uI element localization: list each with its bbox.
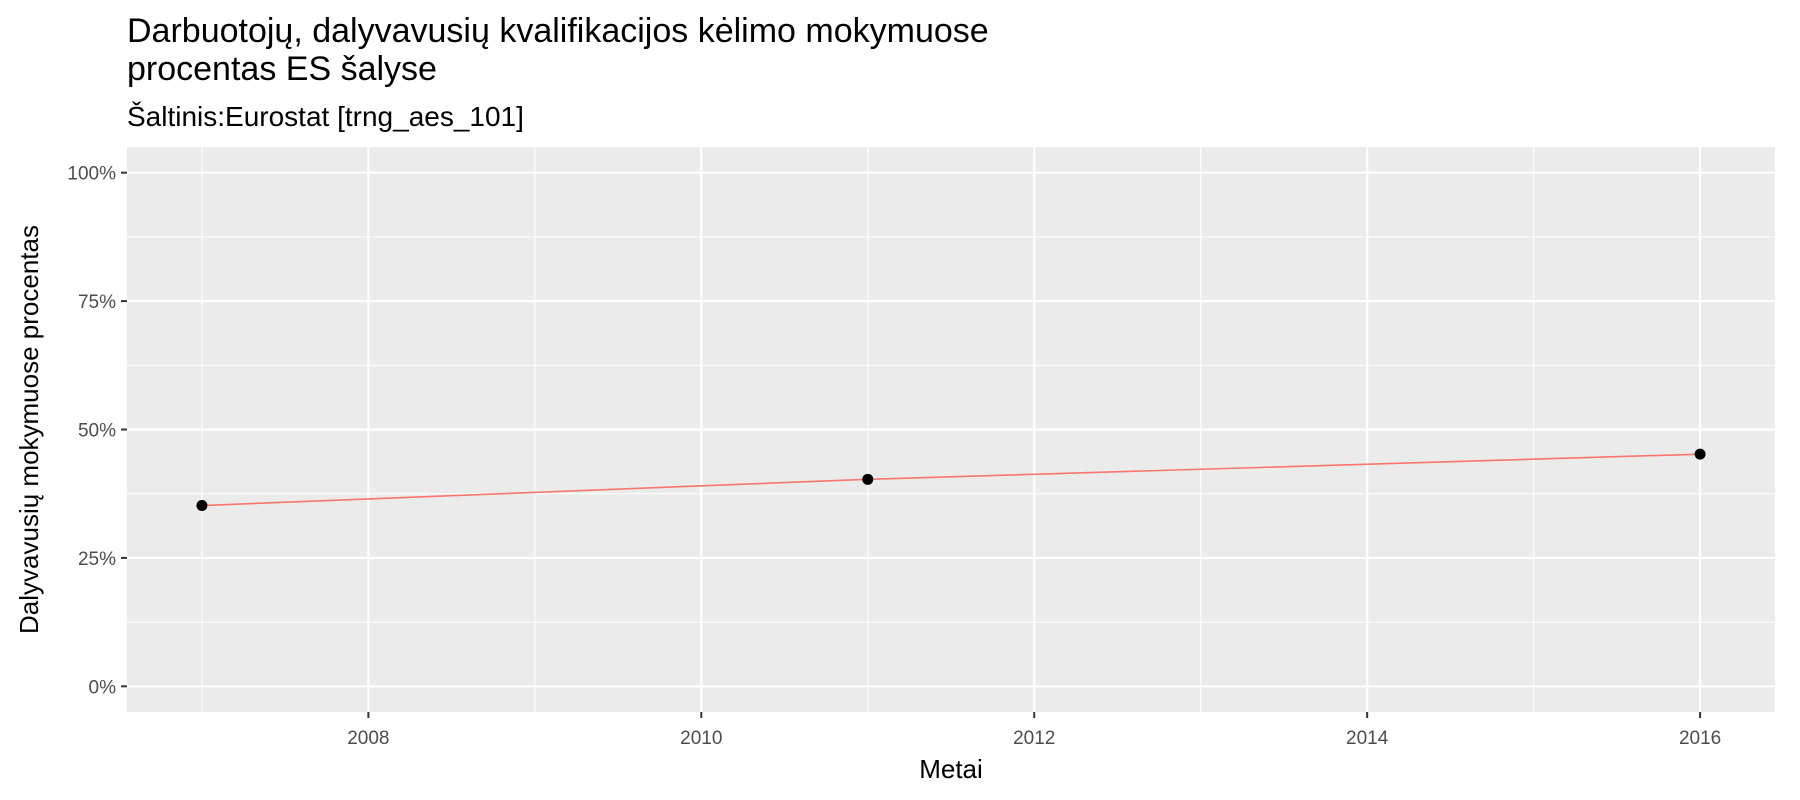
chart-title: Darbuotojų, dalyvavusių kvalifikacijos k… <box>127 12 989 88</box>
data-point <box>1694 448 1706 460</box>
x-tick-label: 2014 <box>1346 728 1389 749</box>
major-gridlines <box>127 147 1775 712</box>
x-axis-title: Metai <box>919 754 983 784</box>
y-axis-title: Dalyvavusių mokymuose procentas <box>14 225 44 634</box>
x-tick-label: 2010 <box>680 728 722 749</box>
series-layer <box>196 448 1706 512</box>
x-tick-label: 2016 <box>1679 728 1721 749</box>
chart-subtitle: Šaltinis:Eurostat [trng_aes_101] <box>127 101 524 132</box>
y-tick-label: 25% <box>78 549 116 570</box>
data-point <box>196 500 208 512</box>
y-tick-label: 100% <box>67 164 116 185</box>
y-tick-label: 50% <box>78 421 116 442</box>
axes-layer: 2008 2010 2012 2014 2016 0% 25% 50% 75% 100% <box>67 164 1721 749</box>
y-tick-label: 0% <box>89 677 117 698</box>
x-tick-label: 2008 <box>347 728 389 749</box>
y-tick-label: 75% <box>78 292 116 313</box>
x-tick-label: 2012 <box>1013 728 1055 749</box>
data-point <box>862 473 874 485</box>
